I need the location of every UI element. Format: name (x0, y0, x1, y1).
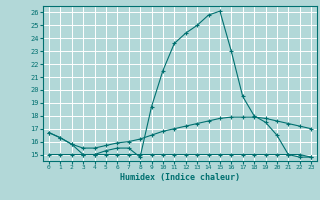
X-axis label: Humidex (Indice chaleur): Humidex (Indice chaleur) (120, 173, 240, 182)
